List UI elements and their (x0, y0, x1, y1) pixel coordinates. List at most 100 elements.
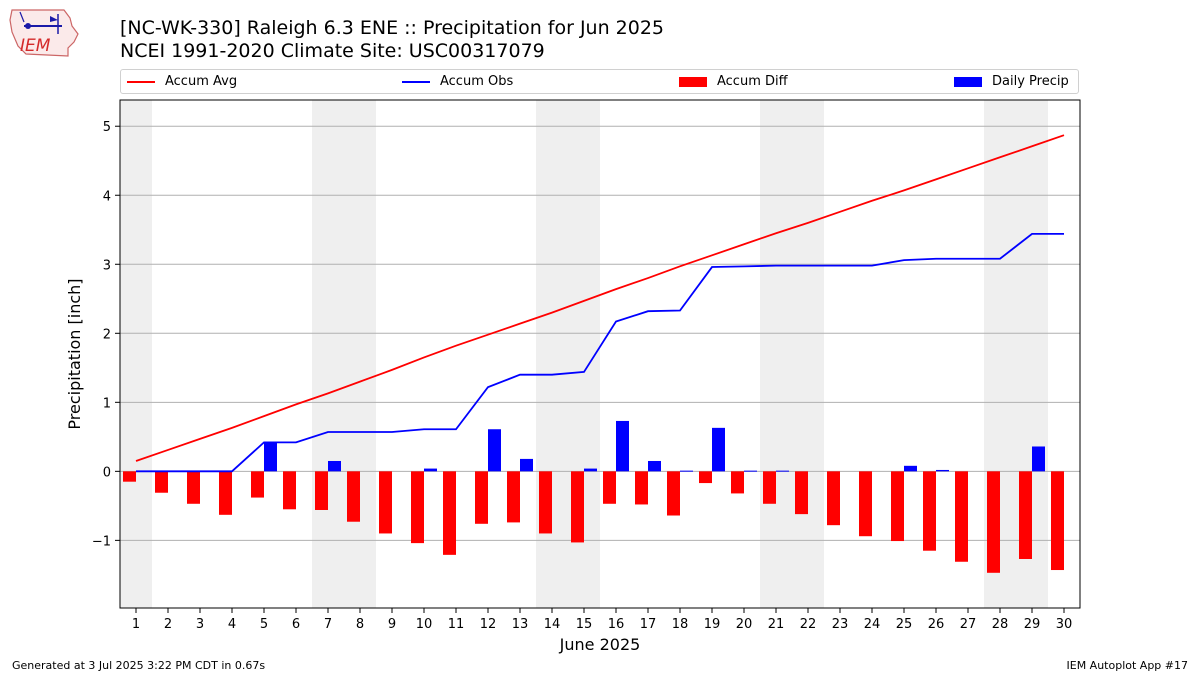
weekend-shade (792, 100, 824, 608)
x-tick-label: 16 (608, 617, 625, 632)
accum-diff-bar (635, 471, 648, 505)
y-tick-label: 2 (103, 327, 111, 342)
daily-precip-bar (744, 470, 757, 472)
x-tick-label: 28 (992, 617, 1009, 632)
daily-precip-bar (712, 427, 725, 472)
x-tick-label: 22 (800, 617, 817, 632)
chart-legend: Accum Avg Accum Obs Accum Diff Daily Pre… (120, 69, 1079, 94)
x-tick-label: 3 (196, 617, 204, 632)
chart-title: [NC-WK-330] Raleigh 6.3 ENE :: Precipita… (120, 17, 665, 39)
accum-diff-bar (955, 471, 968, 562)
x-tick-label: 4 (228, 617, 236, 632)
x-tick-label: 15 (576, 617, 593, 632)
x-tick-label: 7 (324, 617, 332, 632)
daily-precip-bar (424, 468, 437, 472)
daily-precip-bar (584, 468, 597, 472)
daily-precip-bar (936, 469, 949, 472)
accum-diff-bar (923, 471, 936, 551)
legend-swatch (127, 80, 155, 83)
accum-diff-bar (507, 471, 520, 523)
x-tick-label: 5 (260, 617, 268, 632)
y-tick-label: −1 (92, 534, 111, 549)
weekend-shade (120, 100, 152, 608)
accum-diff-bar (891, 471, 904, 542)
accum-diff-bar (1019, 471, 1032, 559)
x-tick-label: 13 (512, 617, 529, 632)
accum-diff-bar (699, 471, 712, 484)
daily-precip-bar (680, 470, 693, 472)
accum-diff-bar (571, 471, 584, 543)
y-tick-label: 0 (103, 465, 111, 480)
accum-diff-bar (123, 471, 136, 482)
x-tick-label: 14 (544, 617, 561, 632)
accum-avg-line (135, 134, 1065, 462)
x-tick-label: 17 (640, 617, 657, 632)
accum-diff-bar (731, 471, 744, 494)
x-tick-label: 19 (704, 617, 721, 632)
daily-precip-bar (776, 470, 789, 472)
app-credit: IEM Autoplot App #17 (1066, 659, 1189, 672)
logo-text: IEM (20, 36, 51, 56)
legend-swatch (402, 80, 430, 83)
legend-item-accum-obs: Accum Obs (402, 70, 513, 93)
accum-diff-bar (763, 471, 776, 504)
accum-diff-bar (603, 471, 616, 504)
legend-label: Accum Diff (717, 74, 788, 89)
daily-precip-bar (264, 442, 277, 472)
weekend-shade (344, 100, 376, 608)
legend-label: Daily Precip (992, 74, 1069, 89)
x-tick-label: 18 (672, 617, 689, 632)
accum-diff-bar (667, 471, 680, 516)
accum-diff-bar (1051, 471, 1064, 571)
accum-diff-bar (411, 471, 424, 544)
chart-subtitle: NCEI 1991-2020 Climate Site: USC00317079 (120, 40, 545, 62)
accum-diff-bar (219, 471, 232, 515)
accum-obs-line (136, 233, 1064, 473)
accum-diff-bar (347, 471, 360, 522)
generated-timestamp: Generated at 3 Jul 2025 3:22 PM CDT in 0… (12, 659, 266, 672)
legend-swatch (954, 76, 982, 87)
legend-item-accum-avg: Accum Avg (127, 70, 237, 93)
accum-diff-bar (795, 471, 808, 515)
x-tick-label: 12 (480, 617, 497, 632)
x-tick-label: 20 (736, 617, 753, 632)
x-tick-label: 2 (164, 617, 172, 632)
daily-precip-bar (1032, 446, 1045, 472)
accum-diff-bar (251, 471, 264, 498)
legend-item-daily-precip: Daily Precip (954, 70, 1069, 93)
daily-precip-bar (648, 460, 661, 472)
x-tick-label: 21 (768, 617, 785, 632)
accum-diff-bar (283, 471, 296, 510)
x-tick-label: 29 (1024, 617, 1041, 632)
x-tick-label: 10 (416, 617, 433, 632)
x-axis-label: June 2025 (559, 635, 641, 654)
iem-logo: IEM (9, 9, 79, 57)
x-tick-label: 6 (292, 617, 300, 632)
daily-precip-bar (520, 458, 533, 472)
y-tick-label: 4 (103, 189, 111, 204)
x-tick-label: 8 (356, 617, 364, 632)
y-tick-label: 1 (103, 396, 111, 411)
y-axis-label: Precipitation [inch] (65, 278, 84, 429)
legend-label: Accum Avg (165, 74, 238, 89)
accum-diff-bar (443, 471, 456, 555)
daily-precip-bar (904, 465, 917, 472)
weekend-shade (312, 100, 344, 608)
x-tick-label: 30 (1056, 617, 1073, 632)
legend-swatch (679, 76, 707, 87)
accum-diff-bar (827, 471, 840, 526)
accum-diff-bar (155, 471, 168, 493)
legend-item-accum-diff: Accum Diff (679, 70, 788, 93)
x-tick-label: 9 (388, 617, 396, 632)
weekend-shade (760, 100, 792, 608)
daily-precip-bar (328, 460, 341, 472)
daily-precip-bar (488, 429, 501, 472)
daily-precip-bar (616, 420, 629, 472)
x-tick-label: 27 (960, 617, 977, 632)
y-tick-label: 3 (103, 258, 111, 273)
x-tick-label: 23 (832, 617, 849, 632)
legend-label: Accum Obs (440, 74, 514, 89)
x-tick-label: 1 (132, 617, 140, 632)
y-tick-label: 5 (103, 120, 111, 135)
accum-diff-bar (859, 471, 872, 537)
